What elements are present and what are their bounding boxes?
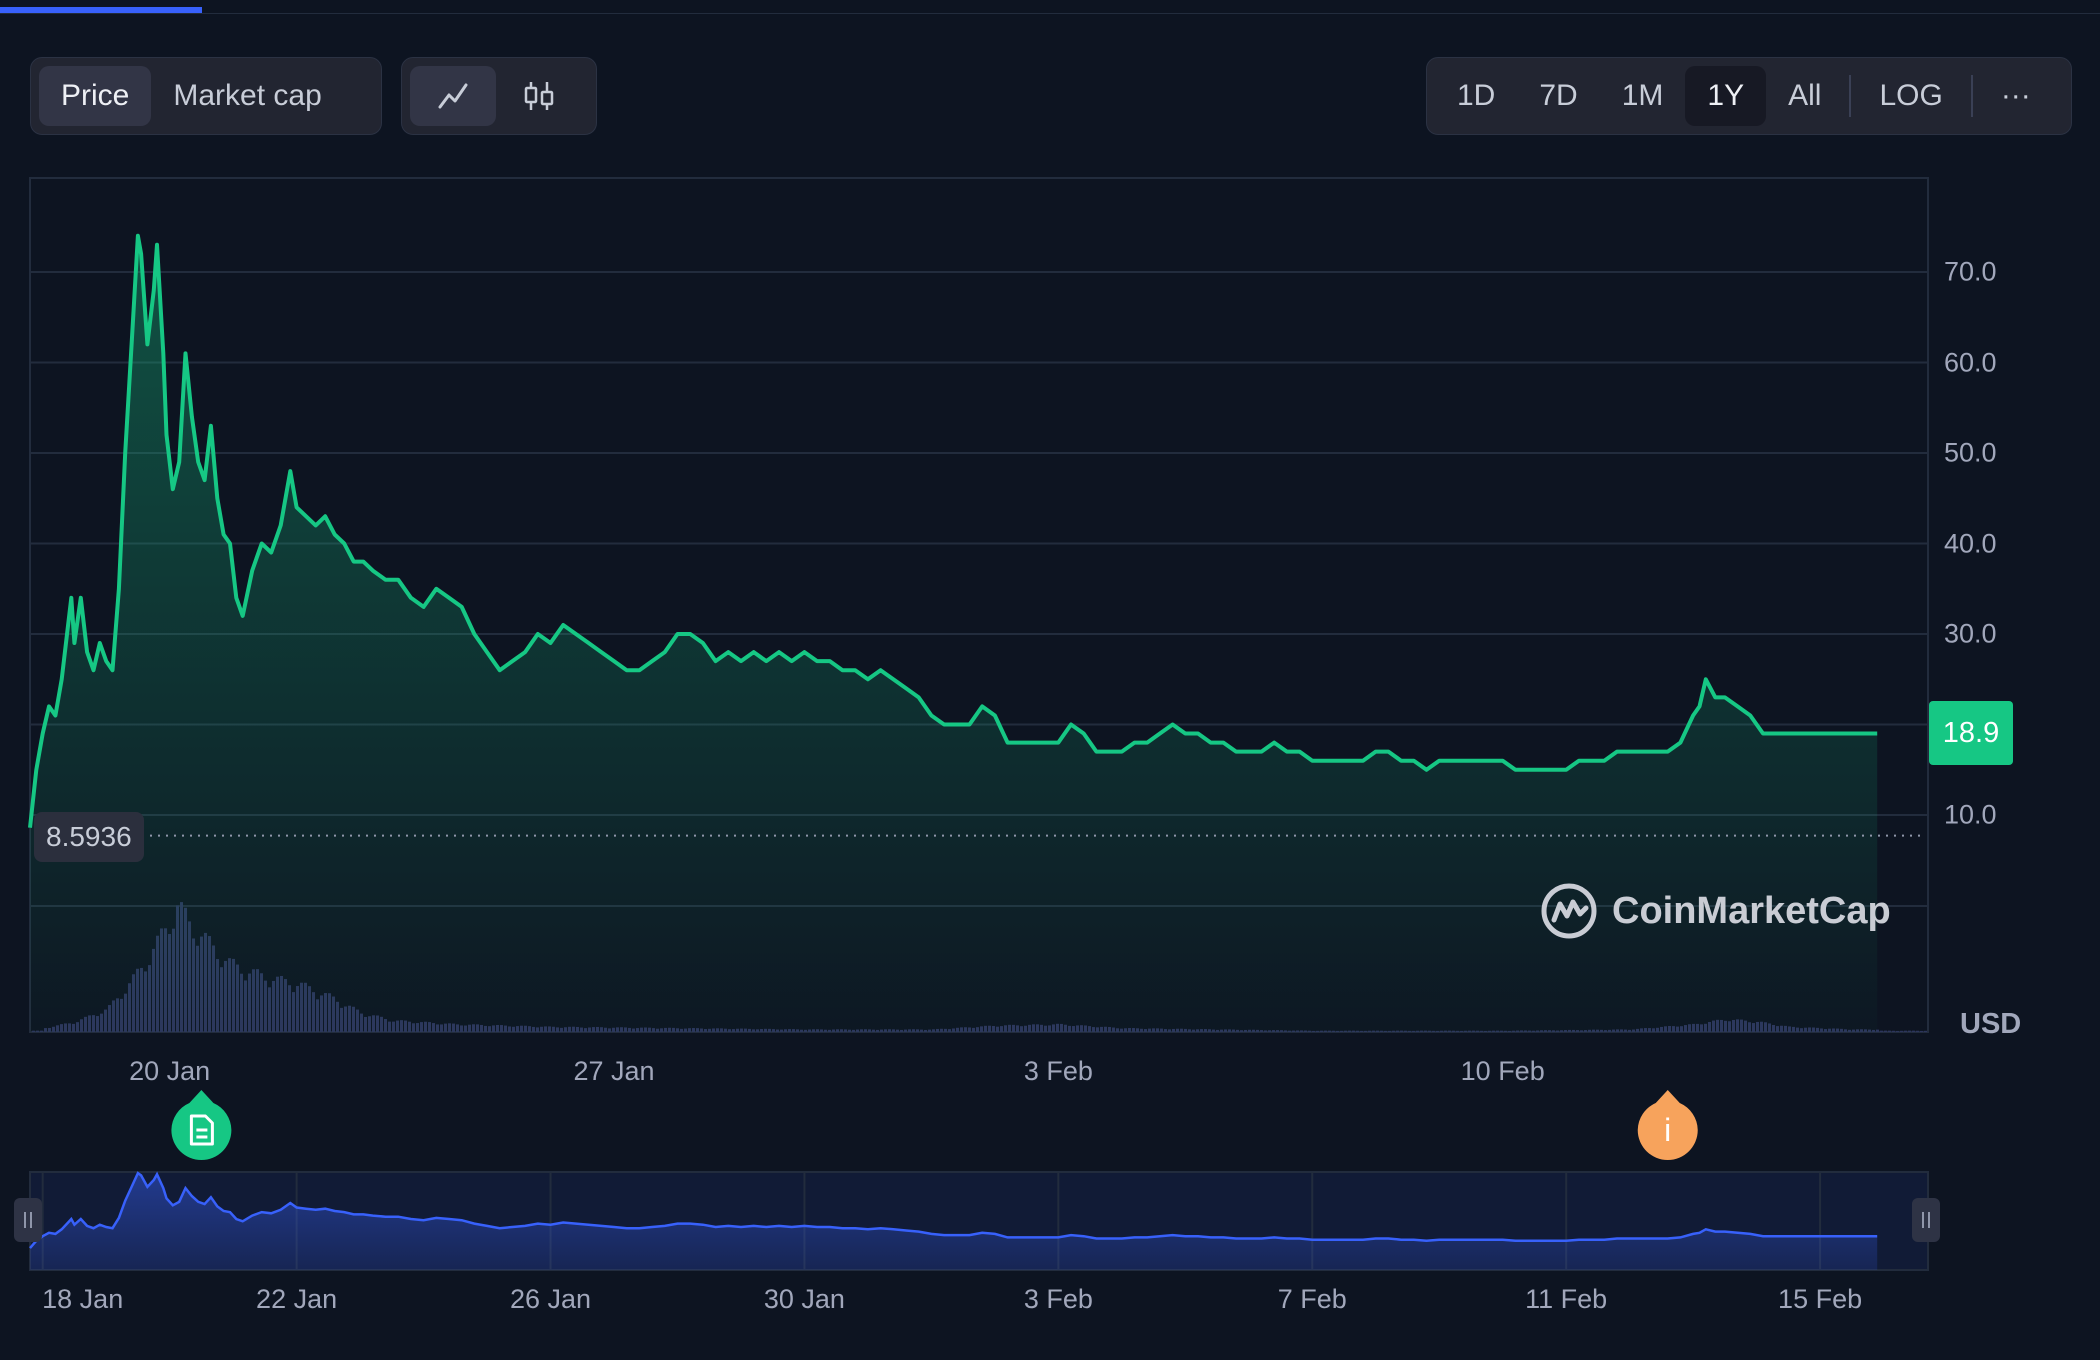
volume-bar — [1888, 1030, 1891, 1032]
range-1m-button[interactable]: 1M — [1621, 79, 1664, 112]
document-icon[interactable] — [171, 1090, 232, 1160]
more-options-button[interactable]: ··· — [2000, 79, 2031, 112]
y-tick-label: 10.0 — [1944, 799, 1997, 830]
line-chart-icon[interactable] — [410, 66, 496, 126]
range-1y-button[interactable]: 1Y — [1685, 66, 1767, 126]
y-tick-label: 40.0 — [1944, 528, 1997, 558]
x-tick-label: 27 Jan — [573, 1056, 655, 1086]
volume-bar — [1884, 1030, 1887, 1032]
navigator-tick-label: 3 Feb — [1023, 1284, 1093, 1314]
navigator-area — [30, 1173, 1878, 1270]
low-price-badge: 8.5936 — [34, 812, 144, 862]
volume-bar — [1896, 1030, 1899, 1032]
chart-type-toggle — [401, 57, 597, 135]
market-cap-tab[interactable]: Market cap — [173, 79, 322, 112]
volume-bar — [1876, 1029, 1879, 1032]
navigator-tick-label: 15 Feb — [1778, 1284, 1863, 1314]
volume-bar — [1912, 1030, 1915, 1032]
volume-bar — [1920, 1030, 1923, 1032]
price-line — [28, 233, 1878, 828]
event-marker — [1637, 1090, 1698, 1160]
x-tick-label: 10 Feb — [1460, 1056, 1545, 1086]
active-tab-indicator — [0, 7, 202, 13]
log-scale-button[interactable]: LOG — [1879, 79, 1943, 112]
volume-bar — [1916, 1030, 1919, 1032]
range-7d-button[interactable]: 7D — [1539, 79, 1578, 112]
current-price-badge: 18.9 — [1929, 701, 2013, 765]
y-tick-label: 30.0 — [1944, 618, 1997, 649]
coinmarketcap-watermark: CoinMarketCap — [1540, 882, 1891, 940]
document-shape — [189, 1114, 214, 1146]
metric-toggle: Price Market cap — [30, 57, 382, 135]
top-tab-bar — [0, 0, 2100, 14]
navigator-line — [29, 1171, 1878, 1249]
info-icon[interactable]: i — [1637, 1090, 1698, 1160]
range-all-button[interactable]: All — [1788, 79, 1822, 112]
navigator-tick-label: 18 Jan — [42, 1284, 124, 1314]
info-glyph: i — [1664, 1112, 1671, 1148]
watermark-text: CoinMarketCap — [1612, 889, 1891, 932]
navigator-tick-label: 26 Jan — [509, 1284, 592, 1314]
currency-label: USD — [1960, 1008, 2022, 1040]
navigator-left-handle[interactable] — [14, 1198, 42, 1242]
volume-bar — [1892, 1030, 1895, 1032]
navigator-tick-label: 22 Jan — [256, 1284, 338, 1314]
navigator-tick-label: 11 Feb — [1525, 1284, 1608, 1314]
navigator-right-handle[interactable] — [1912, 1198, 1940, 1242]
navigator-tick-label: 7 Feb — [1277, 1284, 1347, 1314]
y-tick-label: 70.0 — [1944, 256, 1997, 287]
x-tick-label: 3 Feb — [1023, 1056, 1093, 1086]
volume-bar — [1924, 1030, 1927, 1032]
y-tick-label: 60.0 — [1944, 347, 1997, 377]
price-tab[interactable]: Price — [39, 66, 152, 126]
range-1d-button[interactable]: 1D — [1457, 79, 1496, 112]
price-area — [30, 235, 1878, 1033]
volume-bar — [1900, 1030, 1903, 1032]
volume-bar — [1904, 1030, 1907, 1032]
divider — [1970, 75, 1973, 117]
divider — [1849, 75, 1852, 117]
event-marker — [171, 1090, 232, 1160]
y-tick-label: 50.0 — [1944, 437, 1997, 468]
coinmarketcap-logo-icon — [1541, 883, 1597, 939]
x-tick-label: 20 Jan — [129, 1056, 211, 1086]
candlestick-icon[interactable] — [496, 66, 582, 126]
volume-bar — [1880, 1030, 1883, 1032]
range-toggle: 1D 7D 1M 1Y All LOG ··· — [1426, 57, 2072, 135]
volume-bar — [1908, 1030, 1911, 1032]
navigator-tick-label: 30 Jan — [763, 1284, 845, 1314]
